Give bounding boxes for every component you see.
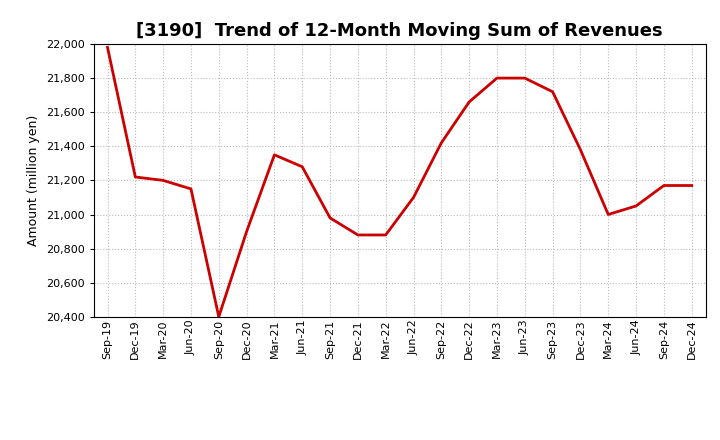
Title: [3190]  Trend of 12-Month Moving Sum of Revenues: [3190] Trend of 12-Month Moving Sum of R… xyxy=(136,22,663,40)
Y-axis label: Amount (million yen): Amount (million yen) xyxy=(27,115,40,246)
